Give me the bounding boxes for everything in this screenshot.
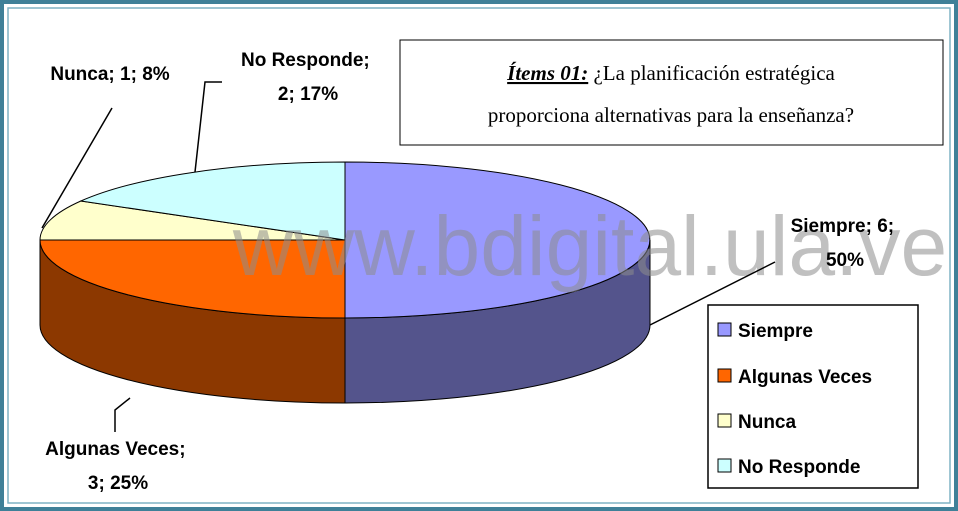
legend-swatch <box>717 322 732 337</box>
data-label: Nunca; 1; 8% <box>50 64 169 85</box>
subtitle: ¿La planificación estratégica <box>593 61 835 85</box>
legend-swatch <box>717 458 732 473</box>
title-box <box>399 39 944 146</box>
title-line: Ítems 01: ¿La planificación estratégica <box>506 61 835 85</box>
legend-label: No Responde <box>738 457 860 478</box>
data-label: Siempre; 6; 50% <box>791 216 900 271</box>
leader-line <box>41 107 113 229</box>
pie <box>39 161 651 404</box>
legend-label: Algunas Veces <box>738 367 872 388</box>
data-label: No Responde; 2; 17% <box>241 50 375 105</box>
leader-line <box>649 261 776 326</box>
chart-title: Ítems 01: <box>506 61 588 85</box>
legend <box>707 304 919 489</box>
legend-label: Siempre <box>738 321 813 342</box>
watermark: www.bdigital.ula.ve <box>232 199 947 293</box>
data-label: Algunas Veces; 3; 25% <box>45 439 191 494</box>
leader-line <box>194 81 222 173</box>
labels: Siempre; 6; 50% Algunas Veces; 3; 25% Nunc… <box>45 50 899 494</box>
leader-line <box>114 397 131 432</box>
legend-label: Nunca <box>738 412 797 433</box>
pie-slice <box>39 200 346 241</box>
legend-swatch <box>717 413 732 428</box>
pie-slice <box>39 239 346 319</box>
frame-inner <box>7 7 951 504</box>
pie-slice <box>79 161 346 241</box>
subtitle: proporciona alternativas para la enseñan… <box>488 103 854 127</box>
pie-slice <box>344 161 651 319</box>
legend-swatch <box>717 368 732 383</box>
